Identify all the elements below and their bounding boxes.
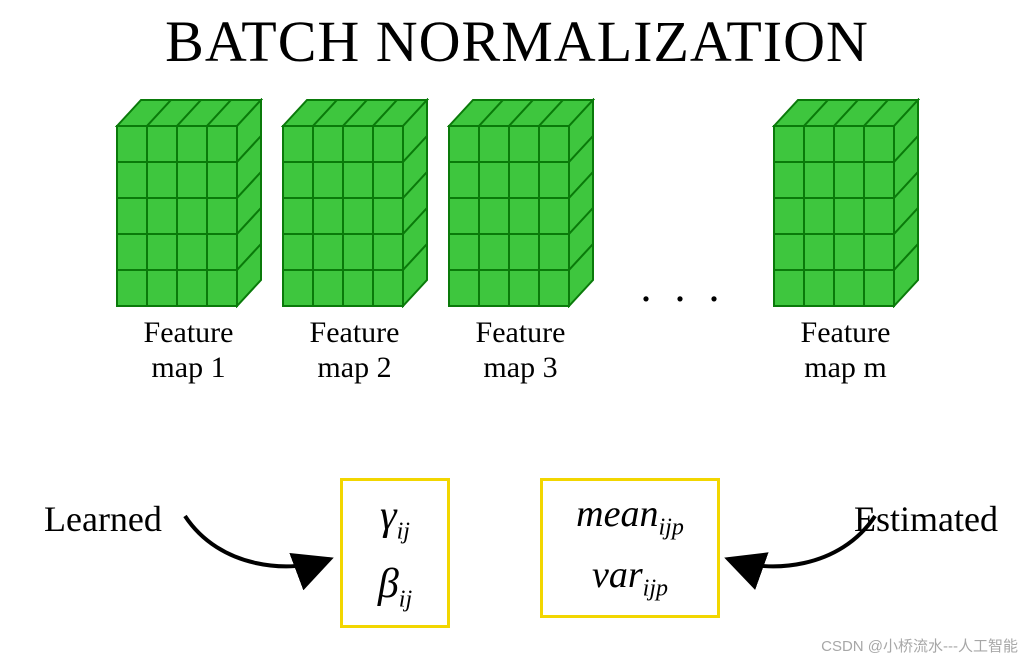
gamma-param: γij (380, 495, 410, 543)
cube-icon (772, 98, 920, 308)
beta-param: βij (378, 563, 412, 611)
feature-map-1: Featuremap 1 (115, 98, 263, 385)
params-row: Learned γij βij meanijp varijp Estimated (0, 478, 1034, 648)
feature-map-label: Featuremap m (801, 316, 891, 385)
feature-map-2: Featuremap 2 (281, 98, 429, 385)
feature-maps-row: Featuremap 1 Featuremap 2 Featuremap 3 .… (0, 98, 1034, 385)
learned-label: Learned (44, 498, 162, 540)
page-title: BATCH NORMALIZATION (0, 8, 1034, 75)
cube-icon (447, 98, 595, 308)
feature-map-label: Featuremap 1 (144, 316, 234, 385)
cube-icon (115, 98, 263, 308)
watermark: CSDN @小桥流水---人工智能 (821, 635, 1018, 656)
mean-stat: meanijp (576, 495, 684, 540)
var-stat: varijp (592, 556, 668, 601)
cube-icon (281, 98, 429, 308)
estimated-box: meanijp varijp (540, 478, 720, 618)
feature-map-m: Featuremap m (772, 98, 920, 385)
feature-map-label: Featuremap 3 (476, 316, 566, 385)
arrow-learned-icon (180, 504, 340, 594)
feature-map-3: Featuremap 3 (447, 98, 595, 385)
learned-box: γij βij (340, 478, 450, 628)
feature-map-label: Featuremap 2 (310, 316, 400, 385)
estimated-label: Estimated (854, 498, 998, 540)
ellipsis: . . . (613, 261, 754, 312)
